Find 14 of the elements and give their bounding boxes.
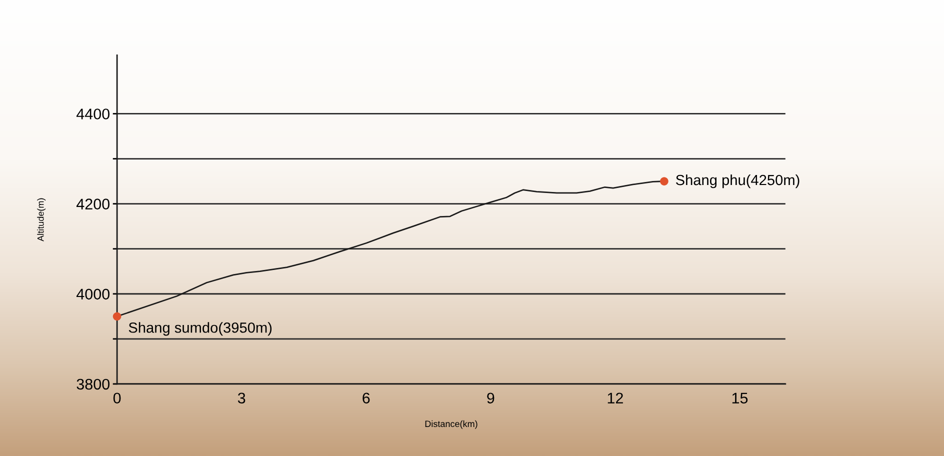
y-tick-label: 3800 <box>76 378 110 390</box>
x-tick-label: 12 <box>608 392 623 404</box>
y-axis-title: Altitude(m) <box>37 198 46 242</box>
y-tick-label: 4000 <box>76 288 110 300</box>
x-tick-label: 3 <box>238 392 246 404</box>
x-tick-label: 6 <box>362 392 370 404</box>
annotation: Shang phu(4250m) <box>676 174 800 188</box>
annotation: Shang sumdo(3950m) <box>128 322 272 336</box>
x-tick-label: 9 <box>487 392 494 404</box>
x-tick-label: 15 <box>732 392 748 404</box>
x-tick-label: 0 <box>113 392 121 404</box>
y-tick-label: 4200 <box>76 198 110 210</box>
y-tick-label: 4400 <box>76 108 110 120</box>
x-axis-title: Distance(km) <box>425 420 478 429</box>
